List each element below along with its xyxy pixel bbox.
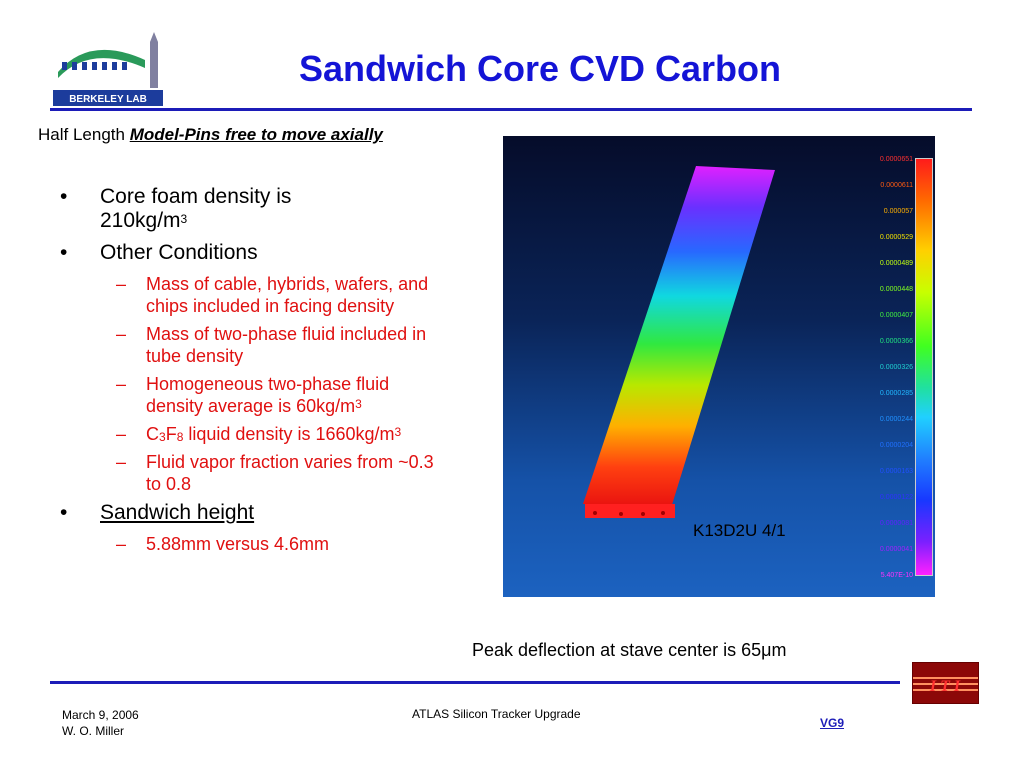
subscript: 8 bbox=[176, 430, 184, 444]
subbullet-fluid-mass: Mass of two-phase fluid included in tube… bbox=[116, 323, 436, 367]
superscript: 3 bbox=[355, 397, 362, 411]
model-id-label: K13D2U 4/1 bbox=[693, 521, 786, 540]
svg-text:I T I: I T I bbox=[929, 678, 961, 695]
berkeley-lab-logo: BERKELEY LAB bbox=[53, 32, 163, 106]
page-number-link[interactable]: VG9 bbox=[820, 716, 845, 730]
itt-logo: I T I bbox=[912, 662, 979, 704]
bullet-text: Core foam density is bbox=[100, 185, 292, 208]
footer-left: March 9, 2006 W. O. Miller bbox=[62, 707, 139, 739]
scale-tick-label: 0.0000611 bbox=[880, 182, 913, 189]
scale-tick-label: 0.0000366 bbox=[879, 338, 913, 345]
footer-date: March 9, 2006 bbox=[62, 708, 139, 722]
color-bar bbox=[915, 158, 933, 576]
subbullet-fluid-density: Homogeneous two-phase fluid density aver… bbox=[116, 373, 436, 417]
subbullet-text: C bbox=[146, 424, 159, 444]
subtitle: Half Length Model-Pins free to move axia… bbox=[38, 125, 383, 145]
stave-end-block bbox=[585, 504, 675, 518]
bullet-sandwich-height: Sandwich height bbox=[58, 501, 428, 525]
logo-text: BERKELEY LAB bbox=[69, 94, 147, 105]
figure-caption: Peak deflection at stave center is 65μm bbox=[472, 640, 787, 660]
footer-center-title: ATLAS Silicon Tracker Upgrade bbox=[412, 707, 581, 721]
subtitle-emphasis: Model-Pins free to move axially bbox=[129, 125, 383, 144]
bullet-text: Other Conditions bbox=[100, 241, 258, 264]
scale-tick-label: 0.0000163 bbox=[879, 468, 913, 475]
bullet-text: 210kg/m bbox=[100, 209, 181, 232]
subbullet-text: Homogeneous two-phase fluid density aver… bbox=[146, 374, 390, 416]
scale-tick-label: 0.000057 bbox=[883, 208, 913, 215]
subbullet-vapor-fraction: Fluid vapor fraction varies from ~0.3 to… bbox=[116, 451, 436, 495]
bullet-foam-density: Core foam density is 210kg/m3 bbox=[58, 185, 428, 233]
bullet-other-conditions: Other Conditions bbox=[58, 241, 428, 265]
subscript: 3 bbox=[159, 430, 166, 444]
subtitle-prefix: Half Length bbox=[38, 125, 125, 144]
subbullet-height-values: 5.88mm versus 4.6mm bbox=[116, 533, 436, 555]
scale-tick-label: 0.0000041 bbox=[879, 546, 913, 553]
bullet-text: Sandwich height bbox=[100, 501, 255, 524]
scale-tick-label: 0.0000489 bbox=[879, 260, 913, 267]
deflection-color-scale: 0.0000651 0.0000611 0.000057 0.0000529 0.000… bbox=[875, 150, 935, 582]
scale-tick-label: 0.0000244 bbox=[879, 416, 913, 423]
scale-tick-label: 0.0000204 bbox=[879, 442, 913, 449]
footer-divider bbox=[50, 681, 900, 684]
superscript: 3 bbox=[394, 425, 402, 439]
subbullet-text: liquid density is 1660kg/m bbox=[183, 424, 395, 444]
scale-tick-label: 0.0000407 bbox=[879, 312, 913, 319]
scale-tick-label: 0.0000081 bbox=[879, 520, 913, 527]
subbullet-cable-mass: Mass of cable, hybrids, wafers, and chip… bbox=[116, 273, 436, 317]
slide-title: Sandwich Core CVD Carbon bbox=[298, 48, 782, 89]
scale-tick-label: 0.0000651 bbox=[879, 156, 913, 163]
scale-tick-label: 0.0000122 bbox=[879, 494, 913, 501]
stave-model bbox=[583, 166, 775, 518]
title-divider bbox=[50, 108, 972, 111]
scale-tick-label: 0.0000285 bbox=[879, 390, 913, 397]
superscript: 3 bbox=[180, 212, 188, 226]
subbullet-text: F bbox=[165, 424, 177, 444]
scale-tick-label: 5.407E-10 bbox=[880, 572, 913, 579]
scale-tick-label: 0.0000326 bbox=[879, 364, 913, 371]
stave-body bbox=[583, 166, 775, 508]
footer-author: W. O. Miller bbox=[62, 724, 124, 738]
subbullet-c3f8-density: C3F8 liquid density is 1660kg/m3 bbox=[116, 423, 436, 445]
fea-deflection-plot: K13D2U 4/1 bbox=[503, 136, 935, 597]
scale-tick-label: 0.0000448 bbox=[879, 286, 913, 293]
bullet-list: Core foam density is 210kg/m3 Other Cond… bbox=[58, 185, 434, 561]
scale-tick-label: 0.0000529 bbox=[879, 234, 913, 241]
